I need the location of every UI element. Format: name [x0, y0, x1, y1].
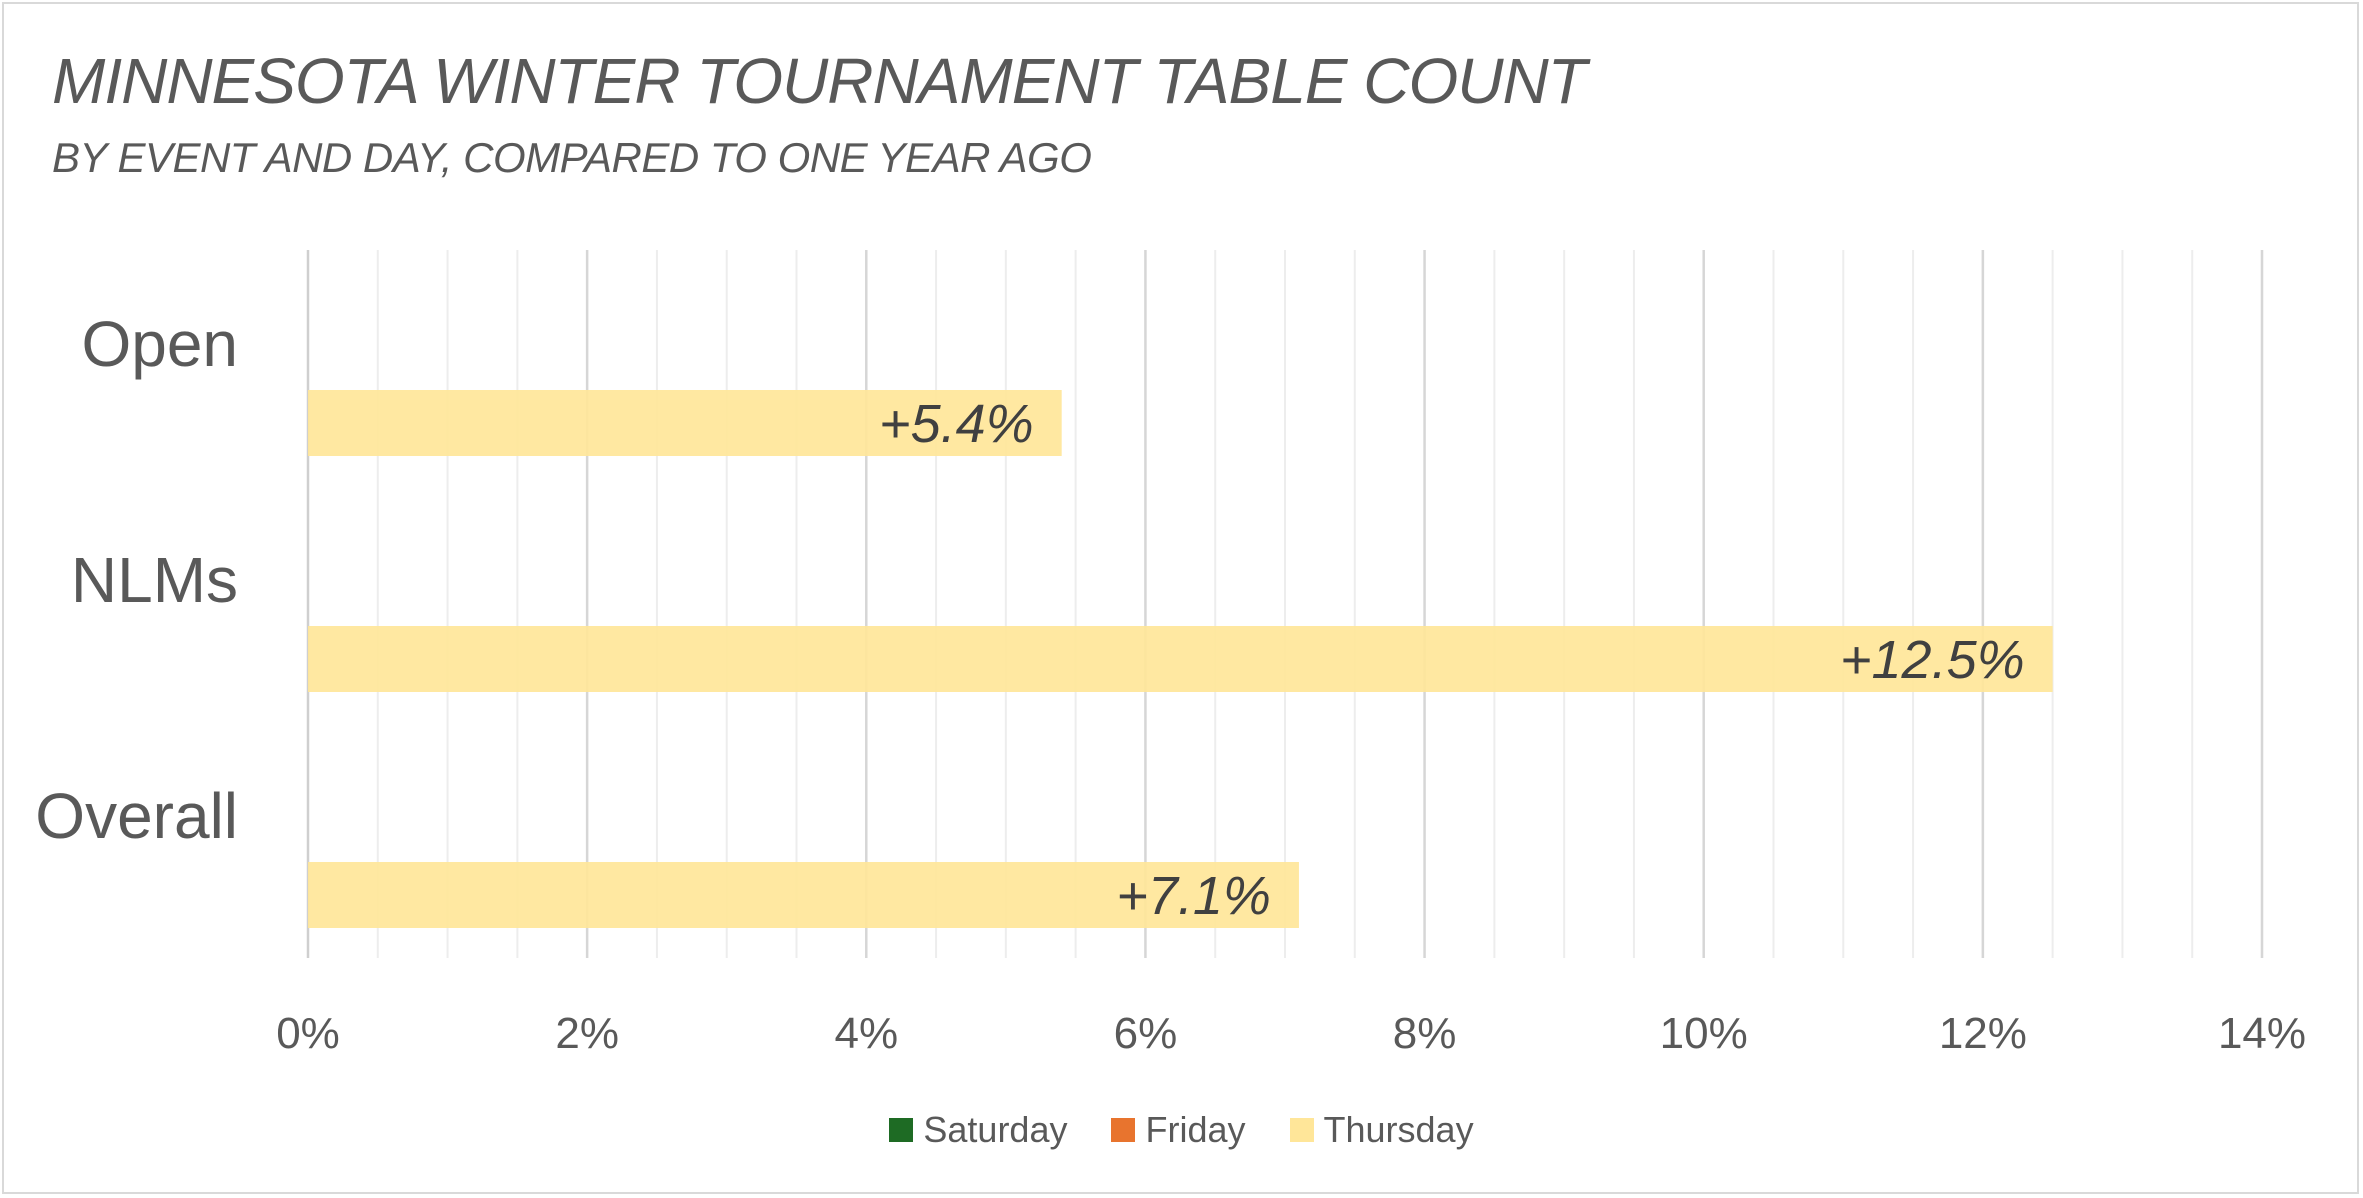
data-label: +12.5%	[1840, 630, 2025, 690]
x-tick-labels: 0% 2% 4% 6% 8% 10% 12% 14%	[276, 1009, 2306, 1058]
legend-item-thursday: Thursday	[1289, 1109, 1474, 1151]
x-tick-label: 14%	[2218, 1009, 2306, 1058]
legend-label: Thursday	[1323, 1109, 1474, 1150]
bar-thursday	[308, 390, 1062, 456]
legend-label: Saturday	[923, 1109, 1068, 1150]
legend-swatch	[1111, 1118, 1136, 1142]
x-tick-label: 8%	[1393, 1009, 1457, 1058]
data-label: +5.4%	[879, 394, 1034, 454]
legend-item-saturday: Saturday	[889, 1109, 1067, 1151]
x-tick-label: 4%	[834, 1009, 898, 1058]
x-tick-label: 2%	[555, 1009, 619, 1058]
data-labels: +5.4% +12.5% +7.1%	[879, 394, 2025, 926]
chart-subtitle: BY EVENT AND DAY, COMPARED TO ONE YEAR A…	[52, 134, 1092, 181]
major-gridlines	[306, 250, 2264, 958]
legend-swatch	[889, 1118, 914, 1142]
category-label: Open	[81, 308, 238, 380]
x-tick-label: 0%	[276, 1009, 340, 1058]
x-tick-label: 12%	[1939, 1009, 2027, 1058]
category-labels: Open NLMs Overall	[35, 308, 238, 852]
x-tick-label: 10%	[1660, 1009, 1748, 1058]
chart-title: MINNESOTA WINTER TOURNAMENT TABLE COUNT	[52, 45, 1587, 117]
bar-thursday	[308, 862, 1299, 928]
bar-thursday	[308, 626, 2053, 692]
minor-gridlines	[376, 250, 2194, 958]
legend-item-friday: Friday	[1111, 1109, 1246, 1151]
category-label: Overall	[35, 780, 238, 852]
legend-label: Friday	[1145, 1109, 1246, 1150]
data-label: +7.1%	[1116, 866, 1271, 926]
x-tick-label: 6%	[1114, 1009, 1178, 1058]
legend: Saturday Friday Thursday	[0, 1108, 2363, 1152]
legend-swatch	[1289, 1118, 1314, 1142]
category-label: NLMs	[71, 544, 238, 616]
bars	[308, 390, 2053, 928]
